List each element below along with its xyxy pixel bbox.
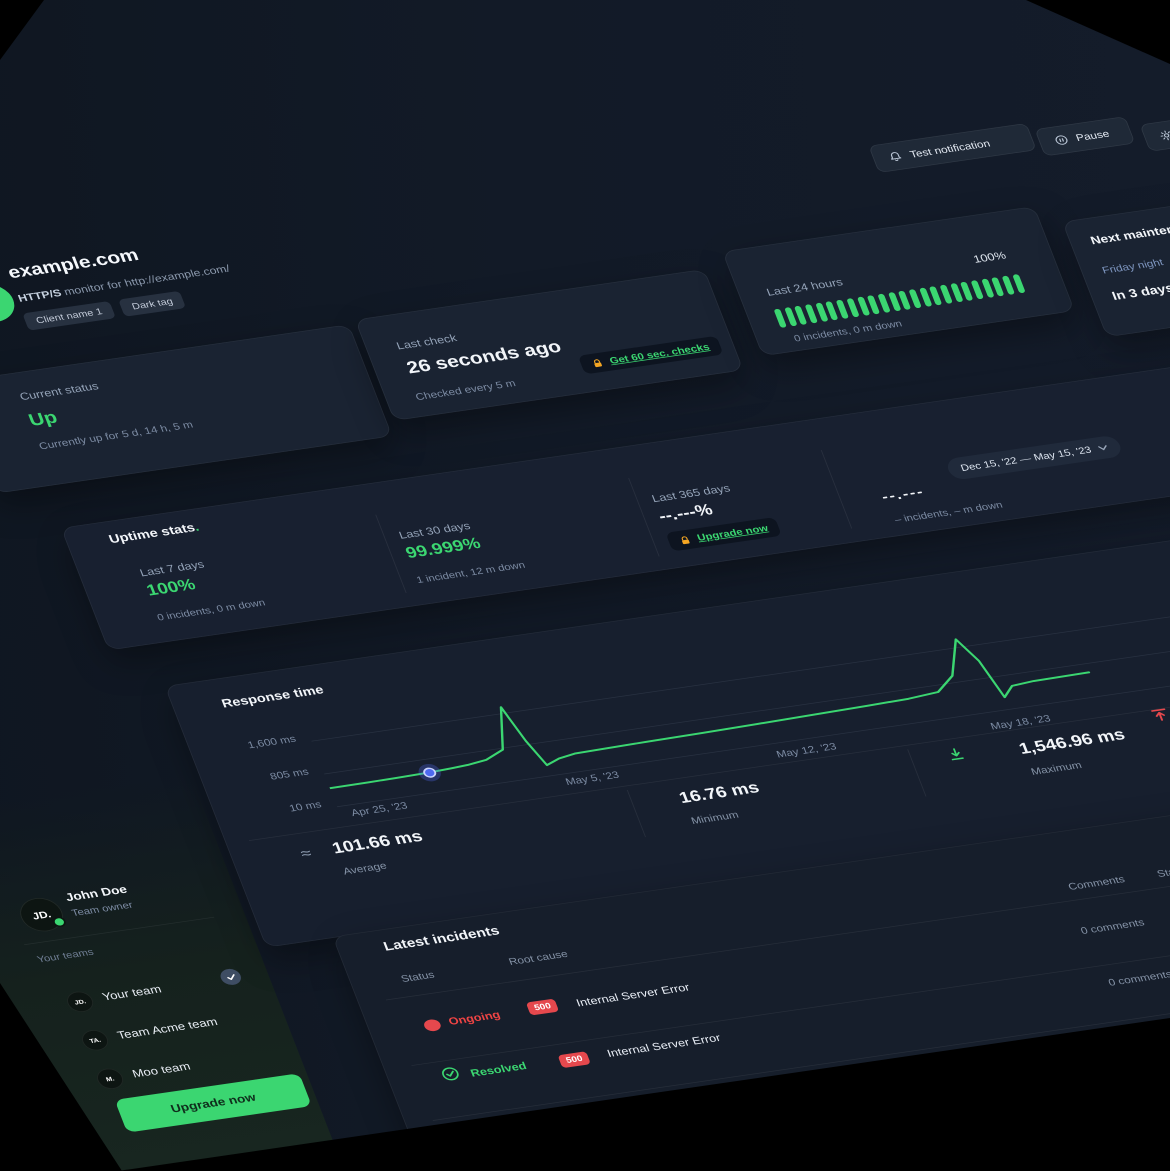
incident-status: Resolved — [468, 1059, 529, 1079]
incident-cause: Internal Server Error — [605, 1031, 723, 1060]
last-24-hours-card: Last 24 hours 100% 0 incidents, 0 m down — [721, 206, 1076, 357]
next-maintenance-card: Next maintenance Friday night In 3 days — [1061, 173, 1170, 338]
team-avatar: TA. — [78, 1028, 112, 1053]
upgrade-now-upsell[interactable]: Upgrade now — [665, 517, 783, 552]
uptime-stats-title: Uptime stats. — [107, 521, 201, 547]
get-60s-checks-link: Get 60 sec. checks — [607, 341, 712, 366]
next-maintenance-line2: In 3 days — [1110, 281, 1170, 303]
pause-button[interactable]: Pause — [1034, 116, 1136, 157]
team-avatar-initials: M. — [104, 1074, 116, 1083]
team-name: Moo team — [130, 1060, 193, 1081]
last-check-detail: Checked every 5 m — [413, 377, 518, 403]
incident-status: Ongoing — [446, 1008, 502, 1028]
pause-icon — [1055, 135, 1068, 145]
upgrade-button-label: Upgrade now — [168, 1090, 258, 1116]
uptime-365d-value: --.---% — [656, 501, 716, 526]
col-header-root-cause: Root cause — [506, 948, 570, 968]
col-header-status: Status — [399, 968, 437, 985]
current-status-detail: Currently up for 5 d, 14 h, 5 m — [37, 418, 195, 452]
uptime-divider — [820, 450, 853, 529]
ongoing-dot-icon — [422, 1018, 443, 1033]
team-avatar-initials: JD. — [73, 997, 87, 1006]
uptime-bar — [1012, 273, 1026, 294]
last-check-card: Last check 26 seconds ago Checked every … — [354, 269, 744, 421]
gear-icon — [1160, 130, 1170, 140]
uptime-stats-panel: Uptime stats. Last 7 days 100% 0 inciden… — [60, 332, 1170, 651]
next-maintenance-label: Next maintenance — [1088, 218, 1170, 248]
team-avatar-initials: TA. — [88, 1036, 102, 1045]
y-tick-10: 10 ms — [287, 798, 323, 814]
team-name: Your team — [100, 983, 164, 1004]
team-avatar: M. — [93, 1066, 127, 1091]
page-title: example.com — [4, 244, 142, 282]
uptime-30d-detail: 1 incident, 12 m down — [414, 559, 527, 586]
download-icon[interactable] — [944, 746, 967, 763]
y-tick-805: 805 ms — [268, 765, 311, 782]
selected-check-icon — [217, 967, 244, 987]
sidebar-item-your-team[interactable]: JD. Your team — [43, 964, 258, 1022]
maximum-label: Maximum — [1029, 759, 1084, 778]
lock-icon — [681, 536, 690, 544]
incident-comments: 0 comments — [1106, 968, 1170, 989]
maximum-peak-icon — [1151, 708, 1166, 721]
col-header-started: Started — [1155, 863, 1170, 880]
last-24-hours-percent: 100% — [971, 249, 1008, 266]
avatar-initials: JD. — [30, 908, 53, 922]
uptime-7d-label: Last 7 days — [137, 557, 206, 579]
resolved-check-icon — [442, 1067, 459, 1081]
edit-button[interactable]: Edit — [1139, 112, 1170, 152]
date-range-pill[interactable]: Dec 15, '22 — May 15, '23 — [944, 434, 1124, 481]
tag-dark-tag[interactable]: Dark tag — [118, 290, 187, 317]
response-time-chart — [328, 638, 1091, 790]
team-avatar: JD. — [63, 989, 97, 1014]
next-maintenance-line1: Friday night — [1100, 256, 1165, 276]
last-check-label: Last check — [394, 331, 459, 352]
test-notification-label: Test notification — [907, 137, 992, 160]
upgrade-now-link: Upgrade now — [695, 522, 770, 544]
response-time-card: Response time 1,600 ms 805 ms 10 ms Apr … — [164, 496, 1170, 948]
col-header-comments: Comments — [1066, 873, 1127, 893]
uptime-custom-detail: – incidents, – m down — [892, 499, 1005, 526]
latest-incidents-title: Latest incidents — [381, 923, 502, 954]
average-label: Average — [341, 859, 389, 877]
uptime-7d-value: 100% — [143, 575, 199, 600]
test-notification-button[interactable]: Test notification — [868, 122, 1037, 173]
get-60s-checks-upsell[interactable]: Get 60 sec. checks — [577, 335, 724, 375]
minimum-label: Minimum — [689, 808, 741, 827]
incident-cause: Internal Server Error — [574, 980, 692, 1009]
last-24-hours-label: Last 24 hours — [764, 275, 845, 299]
bell-icon — [890, 151, 902, 161]
y-tick-1600: 1,600 ms — [245, 732, 298, 751]
subtitle-protocol: HTTP/S — [16, 287, 64, 305]
monitor-status-bubble — [0, 281, 21, 326]
uptime-divider — [628, 477, 660, 557]
date-range-label: Dec 15, '22 — May 15, '23 — [959, 444, 1093, 474]
incident-comments: 0 comments — [1078, 916, 1146, 937]
uptime-365d-label: Last 365 days — [649, 481, 732, 505]
current-status-value: Up — [25, 407, 60, 430]
status-code-badge: 500 — [557, 1051, 592, 1069]
lock-icon — [593, 358, 602, 367]
uptime-7d-detail: 0 incidents, 0 m down — [155, 597, 267, 623]
pause-label: Pause — [1073, 127, 1111, 143]
uptime-custom-value: --.--- — [879, 483, 927, 505]
uptime-stats-title-text: Uptime stats — [107, 521, 198, 547]
current-status-label: Current status — [17, 379, 101, 403]
uptime-divider — [375, 514, 407, 594]
tag-client-name[interactable]: Client name 1 — [22, 300, 116, 331]
average-icon: ≈ — [298, 845, 315, 863]
chevron-down-icon — [1097, 444, 1107, 451]
status-code-badge: 500 — [525, 998, 560, 1016]
current-status-card: Current status Up Currently up for 5 d, … — [0, 324, 393, 494]
